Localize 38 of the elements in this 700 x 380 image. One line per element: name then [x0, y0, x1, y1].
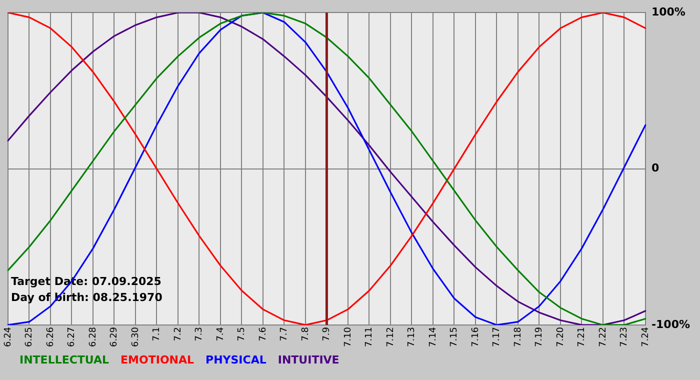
x-tick-label: 7.2 [173, 326, 184, 342]
x-tick-label: 7.16 [470, 326, 481, 348]
text: EMOTIONAL [120, 353, 194, 366]
x-tick-label: 7.12 [386, 326, 396, 348]
x-tick-label: 7.5 [237, 326, 248, 342]
y-tick-label: -100% [651, 318, 690, 331]
x-tick-label: 7.10 [343, 326, 354, 348]
x-tick-label: 7.8 [300, 326, 311, 342]
x-tick-label: 7.23 [620, 326, 630, 348]
x-tick-label: 7.19 [534, 326, 545, 348]
x-tick-label: 6.28 [88, 326, 98, 348]
x-tick-label: 7.13 [407, 326, 418, 348]
x-tick-label: 7.15 [450, 326, 460, 348]
x-tick-label: 7.21 [577, 326, 588, 348]
x-tick-label: 7.22 [598, 326, 608, 348]
x-tick-label: 7.3 [194, 326, 205, 342]
text: INTELLECTUAL [20, 353, 110, 366]
x-tick-label: 7.11 [364, 326, 375, 348]
x-tick-label: 7.9 [322, 326, 332, 342]
y-tick-label: 0 [651, 162, 660, 175]
x-tick-label: 6.30 [130, 326, 141, 348]
y-tick-label: 100% [651, 5, 686, 18]
x-tick-label: 7.14 [428, 326, 438, 348]
x-tick-label: 6.29 [110, 326, 120, 348]
x-tick-label: 6.25 [24, 326, 35, 348]
text: PHYSICAL [206, 353, 266, 366]
x-tick-label: 7.6 [258, 326, 268, 342]
x-tick-label: 7.18 [513, 326, 524, 348]
x-tick-label: 7.1 [152, 326, 162, 342]
x-tick-label: 7.4 [216, 326, 226, 342]
x-tick-label: 7.7 [280, 326, 290, 342]
x-tick-label: 6.27 [67, 326, 78, 348]
x-tick-label: 7.20 [556, 326, 566, 348]
x-tick-label: 7.17 [492, 326, 502, 348]
text: INTUITIVE [278, 353, 340, 366]
x-tick-label: 6.24 [3, 326, 14, 348]
x-tick-label: 7.24 [640, 326, 651, 348]
x-tick-label: 6.26 [46, 326, 56, 348]
